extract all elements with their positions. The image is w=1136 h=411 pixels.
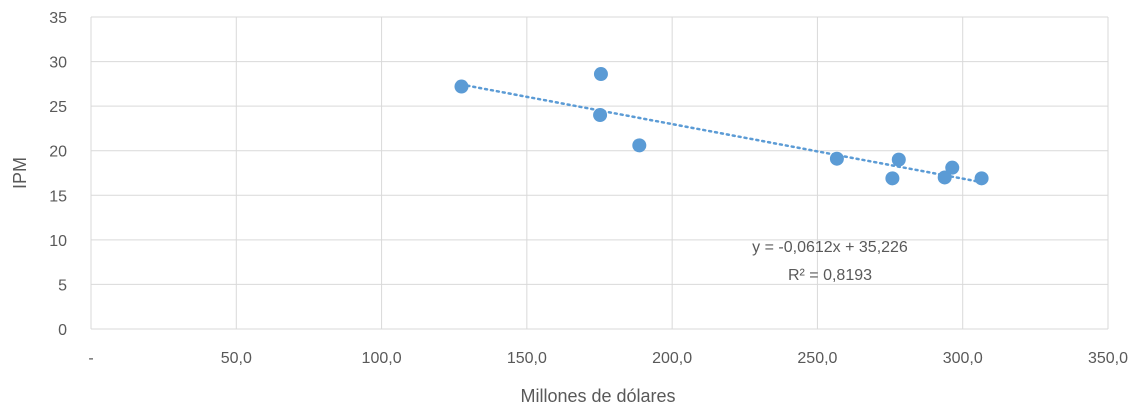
data-point (632, 138, 647, 153)
x-tick-label: 350,0 (1088, 350, 1128, 367)
x-axis-title: Millones de dólares (520, 386, 675, 406)
y-tick-label: 30 (49, 55, 67, 72)
data-point (974, 171, 989, 186)
data-point (891, 152, 906, 167)
data-point (885, 171, 900, 186)
data-point (593, 108, 608, 123)
trendline-group (460, 83, 983, 184)
y-tick-label: 5 (58, 277, 67, 294)
x-tick-label: 300,0 (943, 350, 983, 367)
x-tick-label: 150,0 (507, 350, 547, 367)
y-tick-labels: 0 5 10 15 20 25 30 35 (49, 10, 67, 339)
data-points (454, 67, 989, 186)
data-point (829, 151, 844, 166)
x-tick-labels: - 50,0 100,0 150,0 200,0 250,0 300,0 350,0 (88, 350, 1128, 367)
trendline-r2: R² = 0,8193 (788, 267, 872, 284)
data-point (937, 170, 952, 185)
y-tick-label: 0 (58, 322, 67, 339)
y-axis-title: IPM (10, 157, 30, 189)
x-tick-label: 50,0 (221, 350, 252, 367)
gridlines (90, 16, 1109, 330)
data-point (593, 67, 608, 82)
data-point (945, 160, 960, 175)
trendline-equation: y = -0,0612x + 35,226 (752, 239, 908, 256)
trendline (460, 83, 983, 184)
x-tick-label: 200,0 (652, 350, 692, 367)
y-tick-label: 25 (49, 99, 67, 116)
data-point (454, 79, 469, 94)
x-tick-label: - (88, 350, 93, 367)
y-tick-label: 20 (49, 144, 67, 161)
y-tick-label: 10 (49, 233, 67, 250)
x-tick-label: 250,0 (797, 350, 837, 367)
y-tick-label: 15 (49, 188, 67, 205)
x-tick-label: 100,0 (362, 350, 402, 367)
y-tick-label: 35 (49, 10, 67, 27)
